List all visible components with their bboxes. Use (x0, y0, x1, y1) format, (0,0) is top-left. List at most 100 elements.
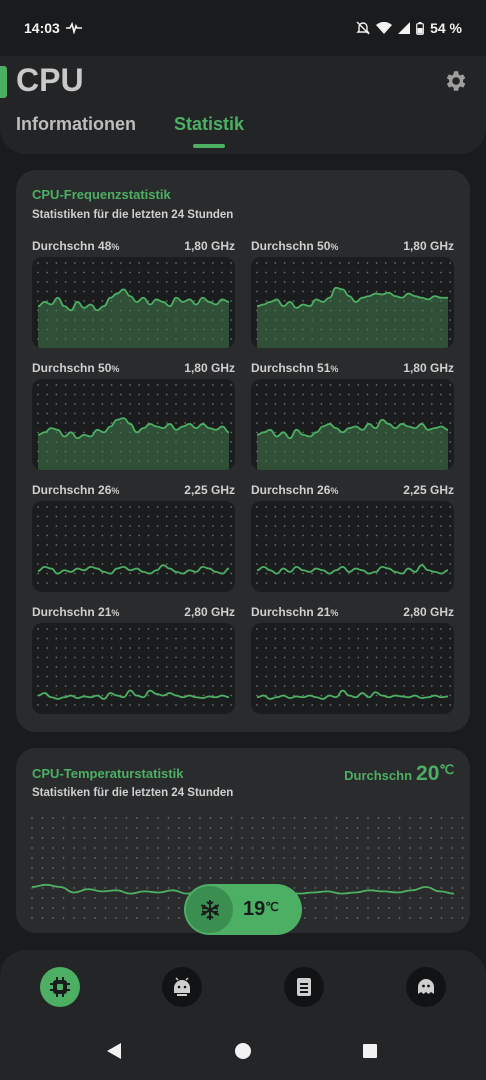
core-frequency-graph (32, 379, 235, 470)
core-average-pct: % (330, 242, 339, 252)
nav-cpu-button[interactable] (40, 967, 80, 1007)
core-max-frequency: 2,80 GHz (403, 605, 454, 619)
current-temperature-pill[interactable]: 19℃ (184, 884, 302, 935)
tab-bar: Informationen Statistik (16, 114, 282, 135)
settings-gear-icon[interactable] (442, 68, 468, 99)
wifi-icon (376, 22, 393, 34)
core-graph-canvas (37, 506, 233, 584)
core-graph-line (256, 286, 448, 309)
core-average-pct: % (330, 364, 339, 374)
core-graph-canvas (256, 262, 452, 348)
temperature-average-label: Durchschn (344, 768, 413, 783)
core-average-label: Durchschn (251, 239, 314, 253)
core-average-pct: % (330, 608, 339, 618)
nav-apps-button[interactable] (406, 967, 446, 1007)
core-frequency-graph (251, 379, 454, 470)
title-accent-bar (0, 66, 7, 98)
cpu-frequency-card: CPU-Frequenzstatistik Statistiken für di… (16, 170, 470, 732)
core-max-frequency: 1,80 GHz (184, 239, 235, 253)
ghost-icon (418, 979, 434, 994)
status-time: 14:03 (24, 20, 60, 36)
core-max-frequency: 1,80 GHz (403, 239, 454, 253)
status-bar: 14:03 54 % (0, 0, 486, 56)
signal-icon (398, 22, 411, 34)
core-average-pct: % (111, 242, 120, 252)
temperature-average-unit: ℃ (439, 762, 454, 777)
core-graph-canvas (37, 628, 233, 706)
memory-icon (297, 978, 311, 996)
core-graph-line (256, 418, 449, 440)
core-graph-area (257, 287, 448, 348)
core-average-pct: % (111, 364, 120, 374)
core-average: Durchschn 26% (251, 483, 338, 497)
nav-device-button[interactable] (162, 967, 202, 1007)
bottom-navigation (0, 950, 486, 1080)
frequency-title: CPU-Frequenzstatistik (32, 187, 171, 202)
home-icon[interactable] (235, 1043, 251, 1059)
core-graph-area (257, 419, 448, 470)
core-frequency-graph (251, 501, 454, 592)
core-average-label: Durchschn (32, 483, 95, 497)
core-graph-line (37, 288, 230, 312)
core-graph-canvas (256, 628, 452, 706)
battery-icon (416, 21, 424, 35)
core-average-value: 21 (317, 605, 331, 619)
temperature-title: CPU-Temperaturstatistik (32, 766, 184, 781)
recents-icon[interactable] (363, 1044, 377, 1058)
core-frequency-graph (32, 623, 235, 714)
core-average-label: Durchschn (32, 605, 95, 619)
core-graph-area (38, 289, 229, 348)
core-average-pct: % (111, 486, 120, 496)
core-average: Durchschn 21% (251, 605, 338, 619)
core-graph-canvas (37, 384, 233, 470)
core-max-frequency: 1,80 GHz (184, 361, 235, 375)
core-average-value: 21 (98, 605, 112, 619)
back-icon[interactable] (107, 1043, 121, 1059)
temperature-average-value: 20 (416, 762, 440, 785)
core-average-value: 50 (98, 361, 112, 375)
nav-memory-button[interactable] (284, 967, 324, 1007)
core-graph-canvas (256, 506, 452, 584)
core-average-label: Durchschn (251, 483, 314, 497)
core-average: Durchschn 50% (251, 239, 338, 253)
page-title: CPU (16, 62, 84, 98)
core-average-value: 26 (98, 483, 112, 497)
battery-level: 54 % (430, 20, 462, 36)
core-frequency-graph (251, 257, 454, 348)
current-temperature-unit: ℃ (265, 900, 279, 914)
pulse-icon (65, 22, 82, 34)
system-navigation (107, 1043, 377, 1059)
core-average-value: 48 (98, 239, 112, 253)
core-max-frequency: 1,80 GHz (403, 361, 454, 375)
tab-informationen[interactable]: Informationen (16, 114, 136, 134)
core-average: Durchschn 51% (251, 361, 338, 375)
core-graph-canvas (37, 262, 233, 348)
app-header: CPU Informationen Statistik (0, 56, 486, 154)
core-average-label: Durchschn (251, 361, 314, 375)
core-average-value: 26 (317, 483, 331, 497)
core-max-frequency: 2,80 GHz (184, 605, 235, 619)
core-average: Durchschn 26% (32, 483, 119, 497)
core-average-value: 51 (317, 361, 331, 375)
core-average-pct: % (111, 608, 120, 618)
core-max-frequency: 2,25 GHz (184, 483, 235, 497)
core-graph-canvas (256, 384, 452, 470)
mute-bell-icon (356, 21, 370, 35)
core-graph-area (38, 418, 229, 470)
core-average-label: Durchschn (251, 605, 314, 619)
tab-statistik[interactable]: Statistik (174, 114, 245, 134)
temperature-subtitle: Statistiken für die letzten 24 Stunden (32, 787, 234, 799)
snowflake-icon (186, 886, 233, 933)
core-max-frequency: 2,25 GHz (403, 483, 454, 497)
core-average: Durchschn 48% (32, 239, 119, 253)
temperature-average: Durchschn 20℃ (344, 762, 454, 786)
core-frequency-graph (251, 623, 454, 714)
core-frequency-graph (32, 501, 235, 592)
current-temperature-value: 19 (243, 898, 266, 920)
core-average-label: Durchschn (32, 361, 95, 375)
core-graph-line (256, 689, 449, 700)
core-frequency-graph (32, 257, 235, 348)
cpu-icon (50, 977, 70, 997)
core-graph-line (37, 564, 230, 575)
core-graph-line (37, 417, 230, 440)
